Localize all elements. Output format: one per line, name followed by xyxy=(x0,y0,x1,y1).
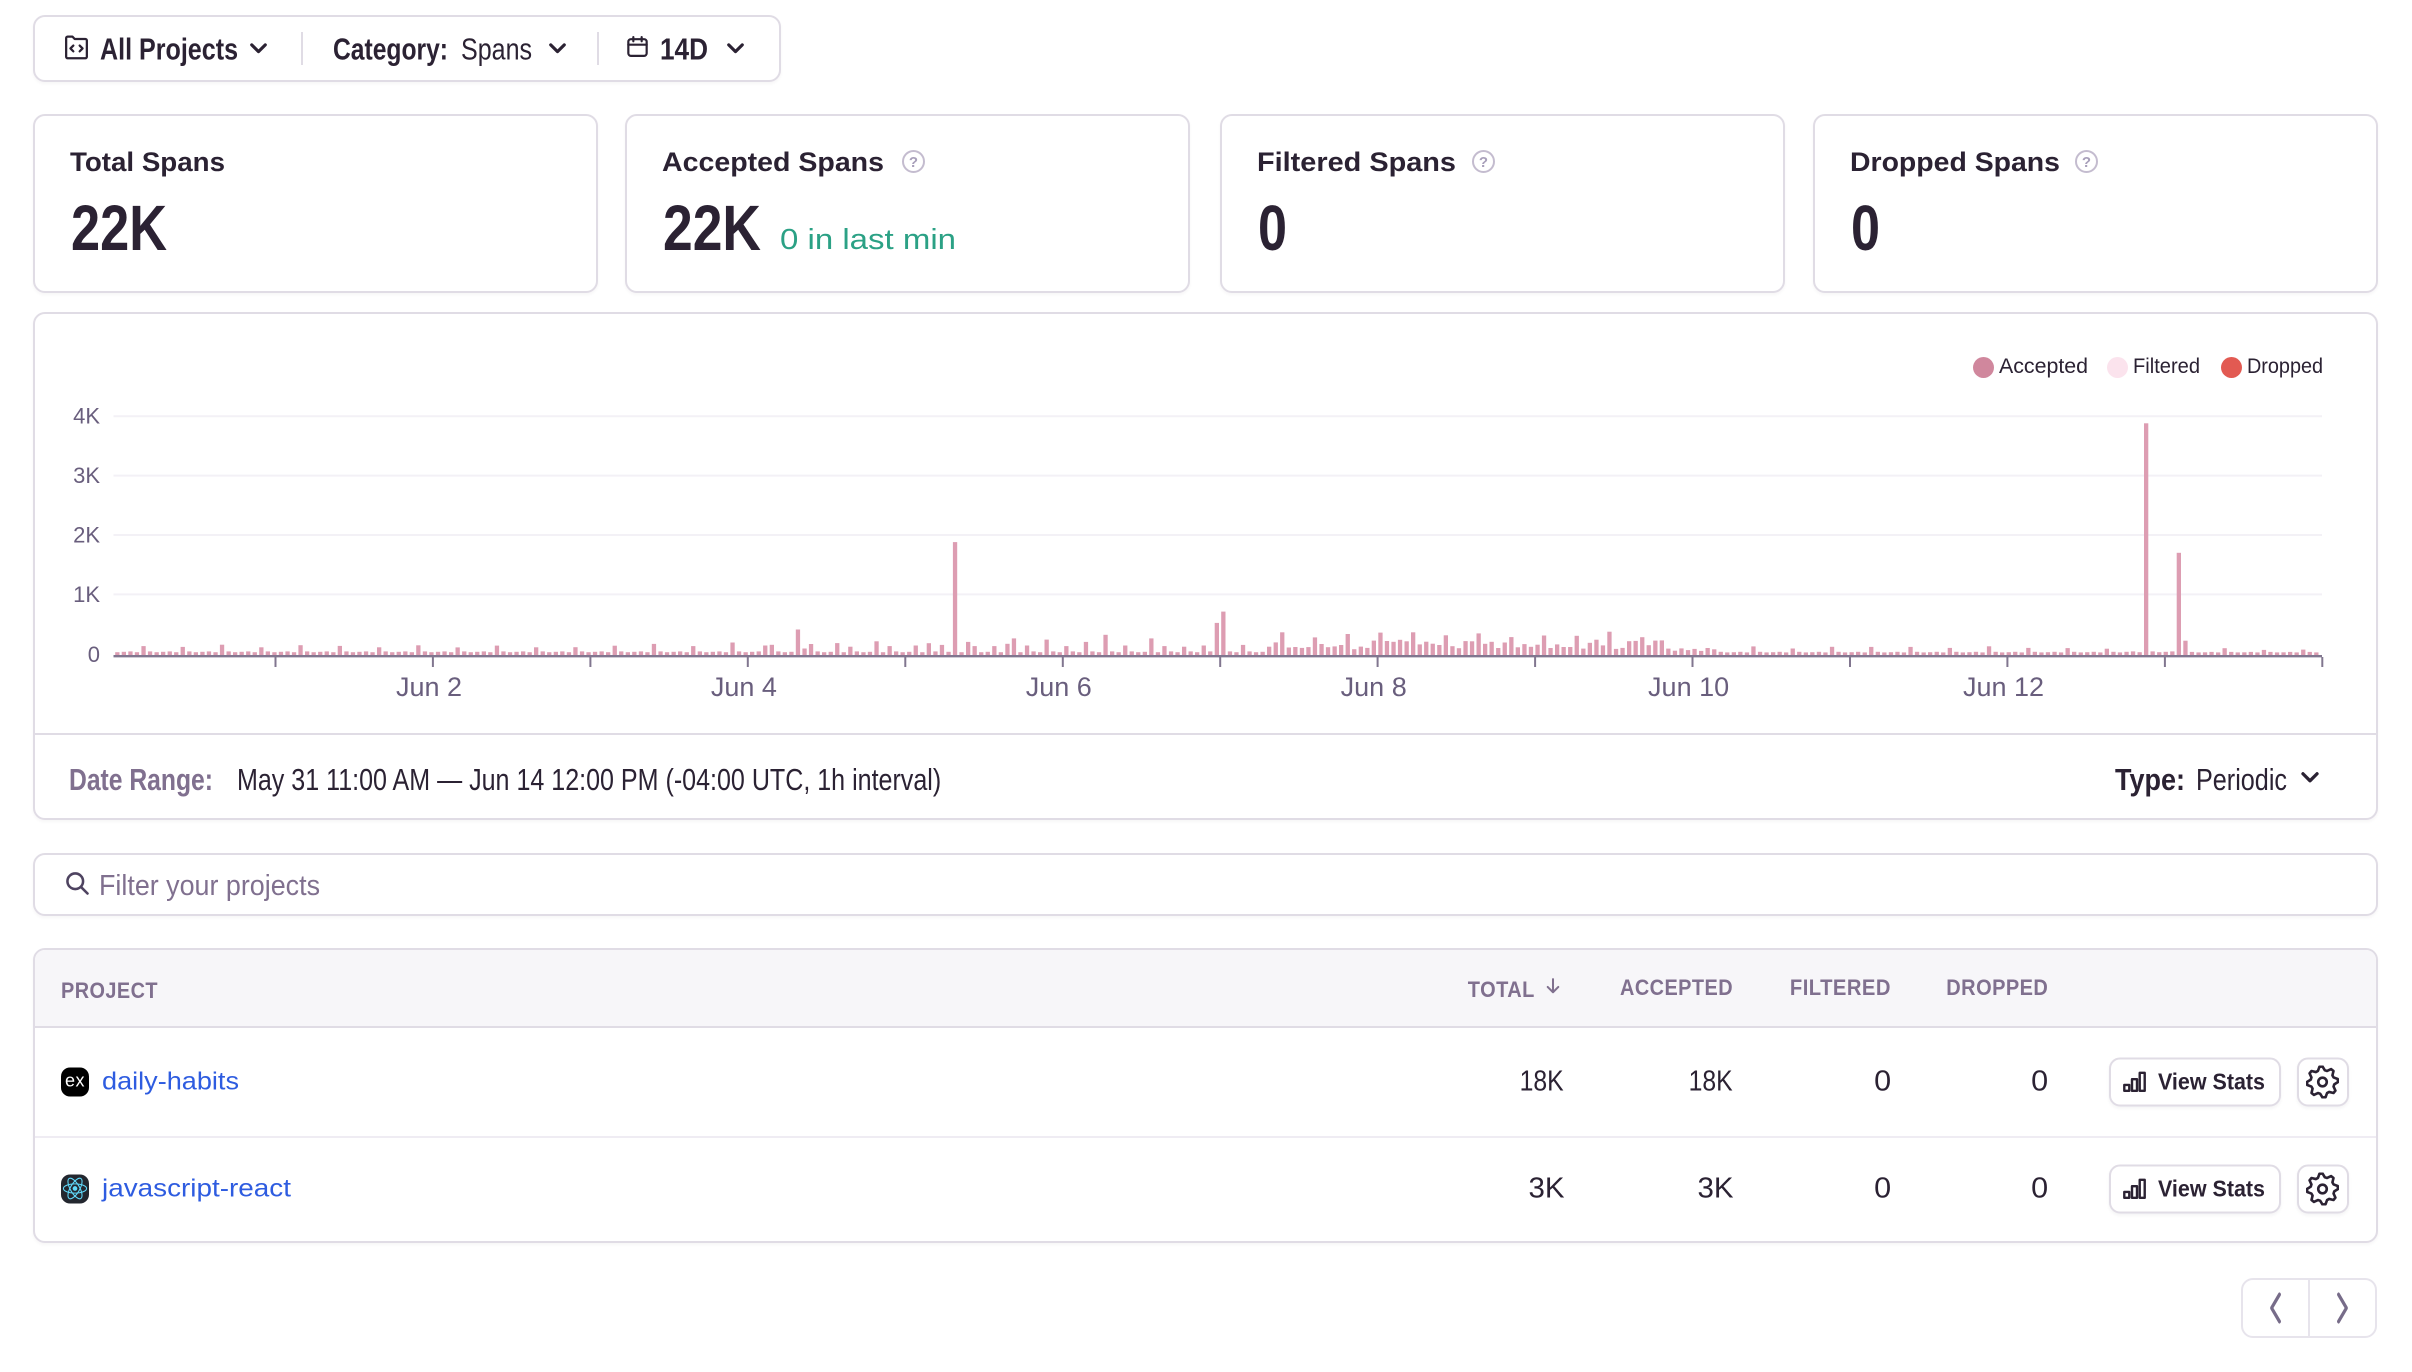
svg-text:1K: 1K xyxy=(73,582,100,607)
svg-text:Jun 2: Jun 2 xyxy=(396,672,462,702)
svg-text:3K: 3K xyxy=(73,463,100,488)
svg-text:Jun 4: Jun 4 xyxy=(711,672,777,702)
svg-text:Jun 12: Jun 12 xyxy=(1963,672,2044,702)
svg-text:Jun 6: Jun 6 xyxy=(1026,672,1092,702)
svg-text:4K: 4K xyxy=(73,404,100,429)
svg-text:2K: 2K xyxy=(73,523,100,548)
svg-text:0: 0 xyxy=(88,642,100,667)
svg-text:Jun 8: Jun 8 xyxy=(1341,672,1407,702)
svg-text:Jun 10: Jun 10 xyxy=(1648,672,1729,702)
